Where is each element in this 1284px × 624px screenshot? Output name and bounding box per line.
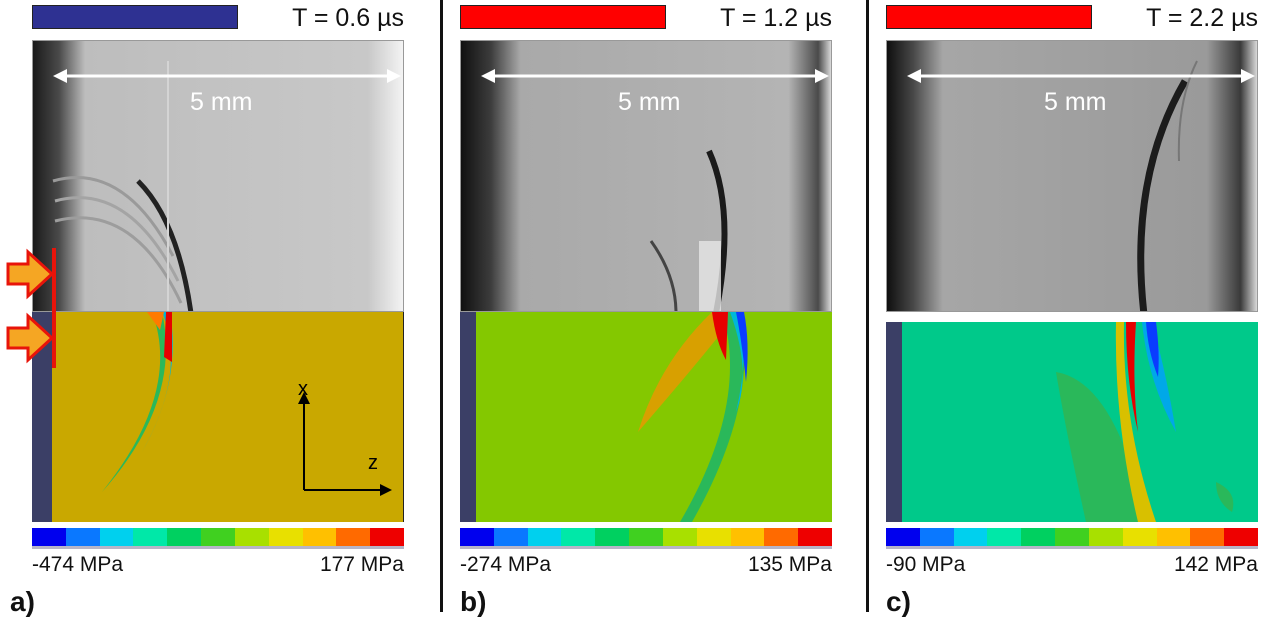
colorbar bbox=[460, 528, 832, 549]
colorbar-max: 135 MPa bbox=[747, 553, 832, 576]
time-swatch bbox=[32, 5, 238, 29]
panel-a: T = 0.6 µs 5 mm bbox=[10, 0, 432, 624]
axis-indicator bbox=[298, 392, 392, 496]
stress-simulation bbox=[460, 312, 832, 522]
colorbar-max: 177 MPa bbox=[319, 553, 404, 576]
stress-simulation bbox=[32, 312, 404, 522]
scale-label: 5 mm bbox=[1044, 88, 1107, 116]
panel-label: c) bbox=[886, 586, 911, 617]
colorbar-min: -474 MPa bbox=[32, 553, 124, 576]
scale-label: 5 mm bbox=[618, 88, 681, 116]
high-speed-photo bbox=[32, 40, 404, 312]
stress-simulation bbox=[886, 322, 1258, 522]
divider-2 bbox=[866, 0, 869, 612]
axis-x-label: x bbox=[298, 378, 308, 400]
panel-b: T = 1.2 µs 5 mm bbox=[460, 0, 860, 624]
impact-arrows bbox=[6, 248, 56, 368]
panel-c: T = 2.2 µs 5 mm bbox=[886, 0, 1284, 624]
colorbar-min: -90 MPa bbox=[886, 553, 966, 576]
axis-z-label: z bbox=[368, 452, 378, 474]
high-speed-photo bbox=[460, 40, 832, 312]
colorbar-max: 142 MPa bbox=[1173, 553, 1258, 576]
time-label: T = 0.6 µs bbox=[292, 4, 404, 32]
colorbar-min: -274 MPa bbox=[460, 553, 552, 576]
time-label: T = 1.2 µs bbox=[720, 4, 832, 32]
time-swatch bbox=[886, 5, 1092, 29]
high-speed-photo bbox=[886, 40, 1258, 312]
panel-label: a) bbox=[10, 586, 35, 617]
panel-label: b) bbox=[460, 586, 487, 617]
time-swatch bbox=[460, 5, 666, 29]
colorbar bbox=[32, 528, 404, 549]
time-label: T = 2.2 µs bbox=[1146, 4, 1258, 32]
divider-1 bbox=[440, 0, 443, 612]
colorbar bbox=[886, 528, 1258, 549]
scale-label: 5 mm bbox=[190, 88, 253, 116]
